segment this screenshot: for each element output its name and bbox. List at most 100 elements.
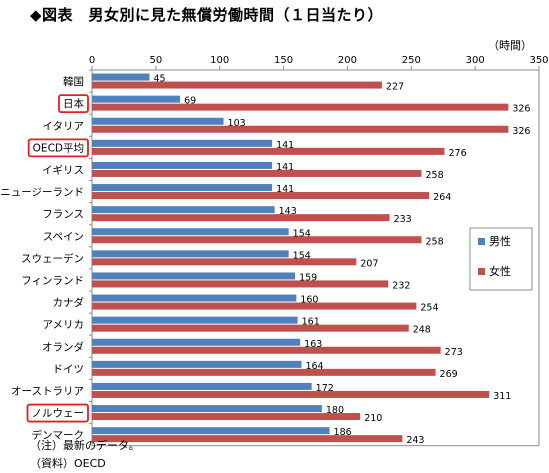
bar-female bbox=[92, 103, 509, 111]
data-label: 243 bbox=[406, 435, 424, 446]
bar-female bbox=[92, 236, 422, 244]
data-label: 273 bbox=[445, 347, 463, 358]
bar-male bbox=[92, 95, 181, 103]
data-label: 233 bbox=[394, 214, 412, 225]
x-tick-label: 200 bbox=[338, 55, 357, 66]
data-label: 186 bbox=[334, 427, 352, 438]
bar-female bbox=[92, 125, 509, 133]
bar-female bbox=[92, 413, 361, 421]
bar-female bbox=[92, 81, 382, 89]
category-label: オーストラリア bbox=[11, 385, 84, 397]
plot-frame bbox=[91, 69, 540, 447]
data-label: 159 bbox=[299, 272, 317, 283]
category-label: ノルウェー bbox=[32, 408, 85, 420]
bar-male bbox=[92, 161, 273, 169]
highlight-box bbox=[27, 138, 89, 158]
data-label: 269 bbox=[440, 369, 458, 380]
data-label: 232 bbox=[392, 280, 410, 291]
x-tick-label: 250 bbox=[402, 55, 421, 66]
data-label: 254 bbox=[420, 303, 438, 314]
category-label: 日本 bbox=[63, 97, 84, 110]
bar-female bbox=[92, 280, 389, 288]
bar-female bbox=[92, 147, 445, 155]
data-label: 210 bbox=[364, 413, 382, 424]
bar-female bbox=[92, 324, 409, 332]
bar-female bbox=[92, 192, 430, 200]
axis-unit-label: （時間） bbox=[488, 39, 532, 52]
bar-male bbox=[92, 382, 312, 390]
data-label: 161 bbox=[302, 317, 320, 328]
data-label: 143 bbox=[279, 206, 297, 217]
data-label: 227 bbox=[386, 82, 404, 93]
data-label: 207 bbox=[360, 258, 378, 269]
x-tick-label: 350 bbox=[529, 55, 548, 66]
category-label: イギリス bbox=[42, 164, 84, 176]
chart-title: ◆図表 男女別に見た無償労働時間（１日当たり） bbox=[30, 6, 384, 24]
data-label: 180 bbox=[326, 405, 344, 416]
bar-female bbox=[92, 169, 422, 177]
bar-female bbox=[92, 435, 403, 443]
data-label: 154 bbox=[293, 250, 311, 261]
data-label: 172 bbox=[316, 383, 334, 394]
bar-male bbox=[92, 338, 301, 346]
bar-male bbox=[92, 206, 275, 214]
legend-swatch-male bbox=[478, 238, 485, 245]
bar-male bbox=[92, 228, 289, 236]
bar-female bbox=[92, 390, 490, 398]
bar-male bbox=[92, 405, 322, 413]
category-label: スペイン bbox=[43, 231, 84, 243]
data-label: 311 bbox=[493, 391, 511, 402]
category-label: イタリア bbox=[42, 120, 84, 132]
bar-male bbox=[92, 272, 296, 280]
data-label: 103 bbox=[228, 118, 246, 129]
label-layer: 韓国 45 227 日本 69 326 イタリア 103 326 OECD平均 141 276 イギリス… bbox=[0, 74, 530, 447]
bar-male bbox=[92, 184, 273, 192]
category-label: オランダ bbox=[42, 340, 84, 353]
data-label: 141 bbox=[276, 184, 294, 195]
highlight-box bbox=[58, 94, 89, 114]
category-label: デンマーク bbox=[32, 429, 85, 442]
legend-label-female: 女性 bbox=[489, 264, 511, 278]
bar-male bbox=[92, 139, 273, 147]
axis-layer: 0 50 100 150 200 250 300 350 bbox=[89, 55, 549, 447]
category-label: フランス bbox=[42, 209, 84, 221]
footnote: （注）最新のデータ。 bbox=[30, 439, 140, 452]
category-label: ニュージーランド bbox=[0, 187, 84, 199]
x-tick-label: 100 bbox=[210, 55, 229, 66]
data-label: 326 bbox=[512, 104, 530, 115]
data-label: 69 bbox=[184, 96, 196, 107]
data-label: 264 bbox=[433, 192, 451, 203]
x-tick-label: 0 bbox=[89, 55, 95, 66]
data-label: 163 bbox=[304, 339, 322, 350]
category-label: カナダ bbox=[53, 296, 85, 309]
category-label: ドイツ bbox=[53, 363, 85, 375]
data-label: 45 bbox=[153, 74, 165, 85]
data-label: 154 bbox=[293, 228, 311, 239]
data-label: 248 bbox=[413, 325, 431, 336]
x-tick-label: 300 bbox=[466, 55, 485, 66]
category-label: フィンランド bbox=[21, 275, 84, 287]
data-label: 160 bbox=[300, 295, 318, 306]
category-label: OECD平均 bbox=[33, 142, 84, 154]
category-label: スウェーデン bbox=[21, 252, 84, 265]
data-label: 141 bbox=[276, 140, 294, 151]
highlight-box bbox=[26, 403, 89, 423]
data-label: 141 bbox=[276, 162, 294, 173]
category-label: アメリカ bbox=[43, 319, 84, 331]
bar-male bbox=[92, 427, 330, 435]
data-label: 258 bbox=[426, 236, 444, 247]
bar-layer bbox=[92, 73, 509, 443]
x-tick-label: 50 bbox=[149, 55, 162, 66]
bar-male bbox=[92, 117, 224, 125]
bar-male bbox=[92, 250, 289, 258]
bar-female bbox=[92, 346, 441, 354]
bar-male bbox=[92, 316, 298, 324]
source-note: （資料）OECD bbox=[30, 457, 106, 470]
category-label: 韓国 bbox=[63, 76, 84, 88]
data-label: 258 bbox=[426, 170, 444, 181]
legend-swatch-female bbox=[478, 268, 485, 275]
bar-female bbox=[92, 214, 390, 222]
data-label: 164 bbox=[305, 361, 323, 372]
